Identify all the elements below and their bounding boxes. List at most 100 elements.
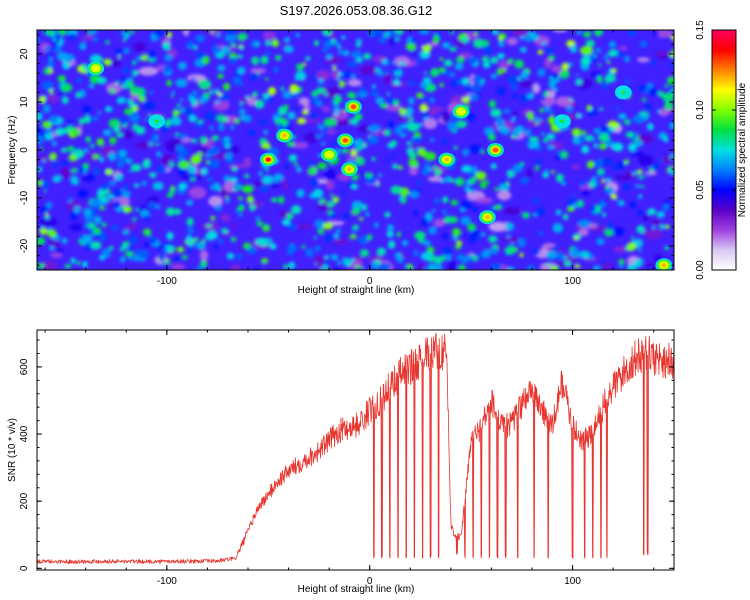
speckle	[413, 210, 419, 216]
speckle-valley	[325, 180, 335, 191]
speckle	[645, 103, 652, 111]
speckle	[379, 102, 388, 109]
speckle	[149, 90, 154, 95]
speckle	[400, 133, 405, 138]
speckle-valley	[123, 130, 134, 140]
speckle	[67, 197, 73, 203]
speckle	[546, 133, 555, 141]
speckle	[87, 222, 96, 229]
speckle	[624, 55, 630, 63]
speckle	[541, 41, 547, 46]
speckle	[37, 262, 45, 269]
speckle	[187, 226, 193, 231]
speckle	[204, 111, 216, 121]
speckle	[237, 204, 245, 212]
speckle	[186, 217, 194, 226]
speckle	[221, 228, 229, 234]
speckle	[211, 135, 219, 141]
speckle	[390, 185, 403, 195]
speckle	[186, 200, 193, 206]
speckle	[351, 207, 361, 215]
speckle	[423, 96, 428, 102]
speckle-valley	[231, 223, 238, 229]
speckle	[89, 143, 95, 148]
speckle-valley	[458, 52, 472, 59]
speckle	[37, 135, 45, 145]
speckle	[598, 143, 607, 150]
colorbar-tick-label: 0.15	[695, 20, 706, 40]
speckle	[321, 141, 326, 146]
speckle	[258, 119, 267, 126]
speckle	[43, 189, 47, 193]
speckle	[442, 196, 449, 204]
speckle-valley	[520, 80, 537, 88]
speckle	[445, 175, 452, 183]
speckle	[66, 119, 73, 125]
speckle	[332, 66, 337, 70]
speckle	[112, 200, 121, 209]
speckle	[57, 52, 69, 62]
speckle	[585, 134, 594, 142]
speckle	[219, 53, 224, 58]
speckle	[119, 117, 128, 125]
speckle	[432, 165, 437, 169]
speckle	[520, 35, 525, 41]
speckle-valley	[578, 228, 589, 236]
speckle	[131, 123, 140, 131]
speckle	[351, 73, 356, 79]
speckle	[455, 78, 464, 85]
speckle	[174, 132, 180, 137]
speckle	[524, 129, 531, 136]
speckle	[210, 215, 216, 221]
speckle	[60, 147, 68, 153]
speckle	[610, 193, 618, 200]
speckle	[511, 93, 518, 99]
speckle	[388, 240, 396, 249]
speckle-valley	[662, 154, 672, 164]
speckle	[663, 136, 669, 143]
speckle	[288, 261, 296, 269]
speckle	[595, 47, 602, 53]
speckle	[240, 114, 245, 120]
speckle	[618, 258, 625, 265]
speckle-valley	[347, 79, 362, 87]
speckle	[450, 216, 458, 224]
speckle	[147, 113, 151, 117]
speckle	[615, 106, 620, 110]
speckle	[491, 30, 499, 35]
speckle	[368, 127, 372, 131]
speckle	[453, 145, 458, 150]
hotspot-ring	[621, 90, 626, 95]
speckle	[591, 176, 598, 182]
speckle	[93, 227, 101, 235]
speckle	[225, 144, 230, 149]
speckle	[354, 265, 360, 270]
speckle	[559, 150, 569, 159]
speckle	[490, 163, 497, 170]
speckle	[331, 39, 336, 45]
speckle	[537, 68, 546, 77]
speckle	[621, 201, 625, 206]
speckle	[296, 167, 302, 173]
speckle	[333, 105, 340, 113]
speckle	[656, 211, 665, 218]
speckle	[420, 218, 429, 227]
speckle	[407, 107, 414, 115]
speckle	[472, 85, 482, 92]
speckle	[639, 40, 648, 48]
speckle	[293, 162, 298, 167]
colorbar-ticks: 0.00 0.05 0.10 0.15	[695, 20, 736, 280]
speckle	[132, 60, 137, 66]
speckle	[175, 107, 179, 111]
speckle	[230, 237, 237, 242]
speckle	[532, 212, 538, 217]
speckle	[395, 36, 400, 42]
speckle	[575, 73, 579, 77]
speckle	[519, 46, 527, 53]
speckle	[649, 60, 656, 66]
speckle-valley	[532, 83, 541, 94]
speckle	[572, 246, 578, 251]
speckle	[501, 179, 507, 185]
speckle	[624, 79, 631, 84]
speckle	[188, 165, 197, 174]
